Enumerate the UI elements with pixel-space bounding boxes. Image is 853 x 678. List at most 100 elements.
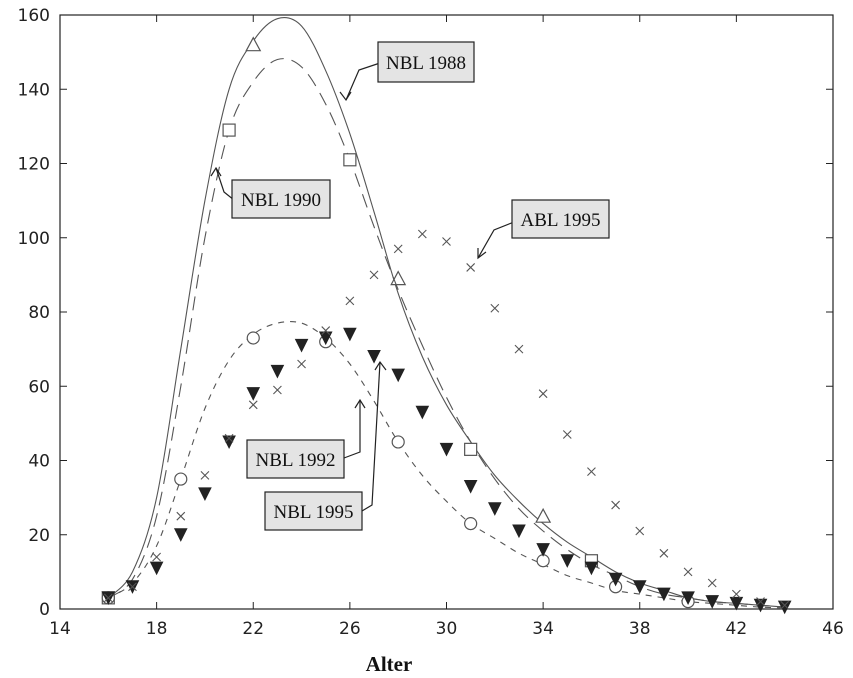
x-tick-label: 42	[726, 619, 748, 639]
data-point	[707, 578, 717, 588]
data-point	[466, 263, 476, 272]
series-nbl-1988	[107, 17, 785, 608]
data-point	[659, 548, 669, 558]
y-tick-label: 60	[28, 377, 50, 397]
annotation-arrow	[345, 62, 381, 101]
data-point	[780, 600, 790, 610]
data-point	[321, 326, 331, 335]
data-point	[729, 596, 744, 611]
x-tick-label: 46	[822, 619, 844, 639]
data-point	[512, 524, 526, 539]
data-point	[367, 350, 381, 364]
y-tick-label: 20	[28, 526, 50, 546]
arrow-head	[210, 166, 222, 177]
data-point	[464, 517, 478, 531]
y-tick-label: 40	[28, 452, 50, 472]
annotation-label: ABL 1995	[520, 210, 600, 231]
arrow-head	[374, 360, 387, 371]
plot-frame	[59, 14, 834, 610]
data-point	[173, 528, 188, 542]
series-nbl-1990	[101, 58, 785, 608]
x-tick-label: 34	[532, 619, 554, 639]
data-point	[152, 552, 162, 562]
data-point	[442, 237, 451, 246]
y-tick-label: 100	[18, 229, 50, 249]
data-point	[635, 526, 645, 536]
annotation-box	[246, 439, 345, 479]
data-point	[198, 487, 212, 502]
data-point	[681, 591, 695, 605]
annotation-label: NBL 1992	[255, 450, 335, 471]
data-point	[415, 405, 430, 420]
data-point	[174, 472, 188, 486]
data-point	[611, 500, 620, 510]
x-axis-title: Alter	[366, 652, 413, 676]
annotation-label: NBL 1988	[386, 53, 466, 74]
data-point	[562, 430, 572, 439]
x-tick-label: 18	[146, 619, 168, 639]
data-point	[535, 507, 552, 523]
y-tick-label: 0	[39, 600, 50, 620]
y-tick-label: 120	[18, 155, 50, 175]
series-line	[107, 58, 785, 608]
annotation-layer: NBL 1988 NBL 1990 ABL 1995 NBL 1992 NBL 1995	[210, 41, 610, 531]
data-point	[294, 338, 309, 353]
arrow-head	[354, 398, 366, 409]
y-tick-label: 160	[18, 6, 50, 26]
data-point	[587, 467, 596, 477]
y-tick-label: 80	[28, 303, 50, 323]
data-point	[248, 400, 258, 410]
x-tick-label: 22	[242, 619, 264, 639]
data-point	[490, 303, 500, 313]
series-nbl-1995	[101, 327, 792, 615]
series-line	[108, 320, 785, 609]
data-point	[560, 554, 575, 568]
data-point	[657, 587, 671, 602]
series-abl-1995	[103, 229, 790, 610]
arrow-head	[477, 248, 487, 260]
data-point	[345, 296, 355, 306]
annotation-nbl-1988: NBL 1988	[339, 41, 475, 102]
y-tick-label: 140	[18, 80, 50, 100]
axis-ticks: 14 18 22 26 30 34 38 42 46 0 20 40 60 80 100 120 140 160	[18, 6, 844, 639]
data-point	[463, 479, 478, 494]
annotation-arrow	[361, 361, 381, 512]
data-point	[439, 442, 454, 457]
data-point	[777, 600, 792, 615]
data-point	[632, 580, 647, 594]
data-point	[391, 368, 405, 383]
data-point	[318, 331, 333, 346]
data-point	[297, 359, 306, 369]
data-point	[514, 344, 524, 354]
data-point	[224, 433, 234, 443]
annotation-nbl-1992: NBL 1992	[246, 398, 366, 479]
data-point	[488, 502, 502, 516]
data-point	[246, 387, 261, 401]
annotation-nbl-1990: NBL 1990	[210, 166, 331, 219]
data-point	[149, 561, 164, 576]
data-point	[246, 331, 260, 345]
data-point	[343, 327, 357, 342]
annotation-label: NBL 1990	[241, 190, 321, 211]
series-line	[107, 17, 785, 608]
series-nbl-1992	[101, 320, 785, 609]
annotation-arrow	[477, 221, 515, 259]
annotation-box	[231, 179, 331, 219]
data-point	[536, 543, 550, 557]
data-point	[584, 561, 599, 576]
data-point	[731, 589, 741, 599]
annotation-arrow	[343, 400, 361, 459]
annotation-label: NBL 1995	[273, 502, 353, 523]
arrow-head	[339, 91, 352, 102]
annotation-box	[511, 199, 610, 239]
data-point	[128, 582, 137, 592]
data-point	[756, 597, 765, 606]
data-point	[391, 435, 405, 449]
data-point	[222, 123, 236, 137]
data-point	[369, 270, 379, 280]
annotation-abl-1995: ABL 1995	[477, 199, 610, 260]
annotation-box	[377, 41, 475, 83]
annotation-box	[264, 491, 363, 531]
data-point	[464, 442, 478, 456]
